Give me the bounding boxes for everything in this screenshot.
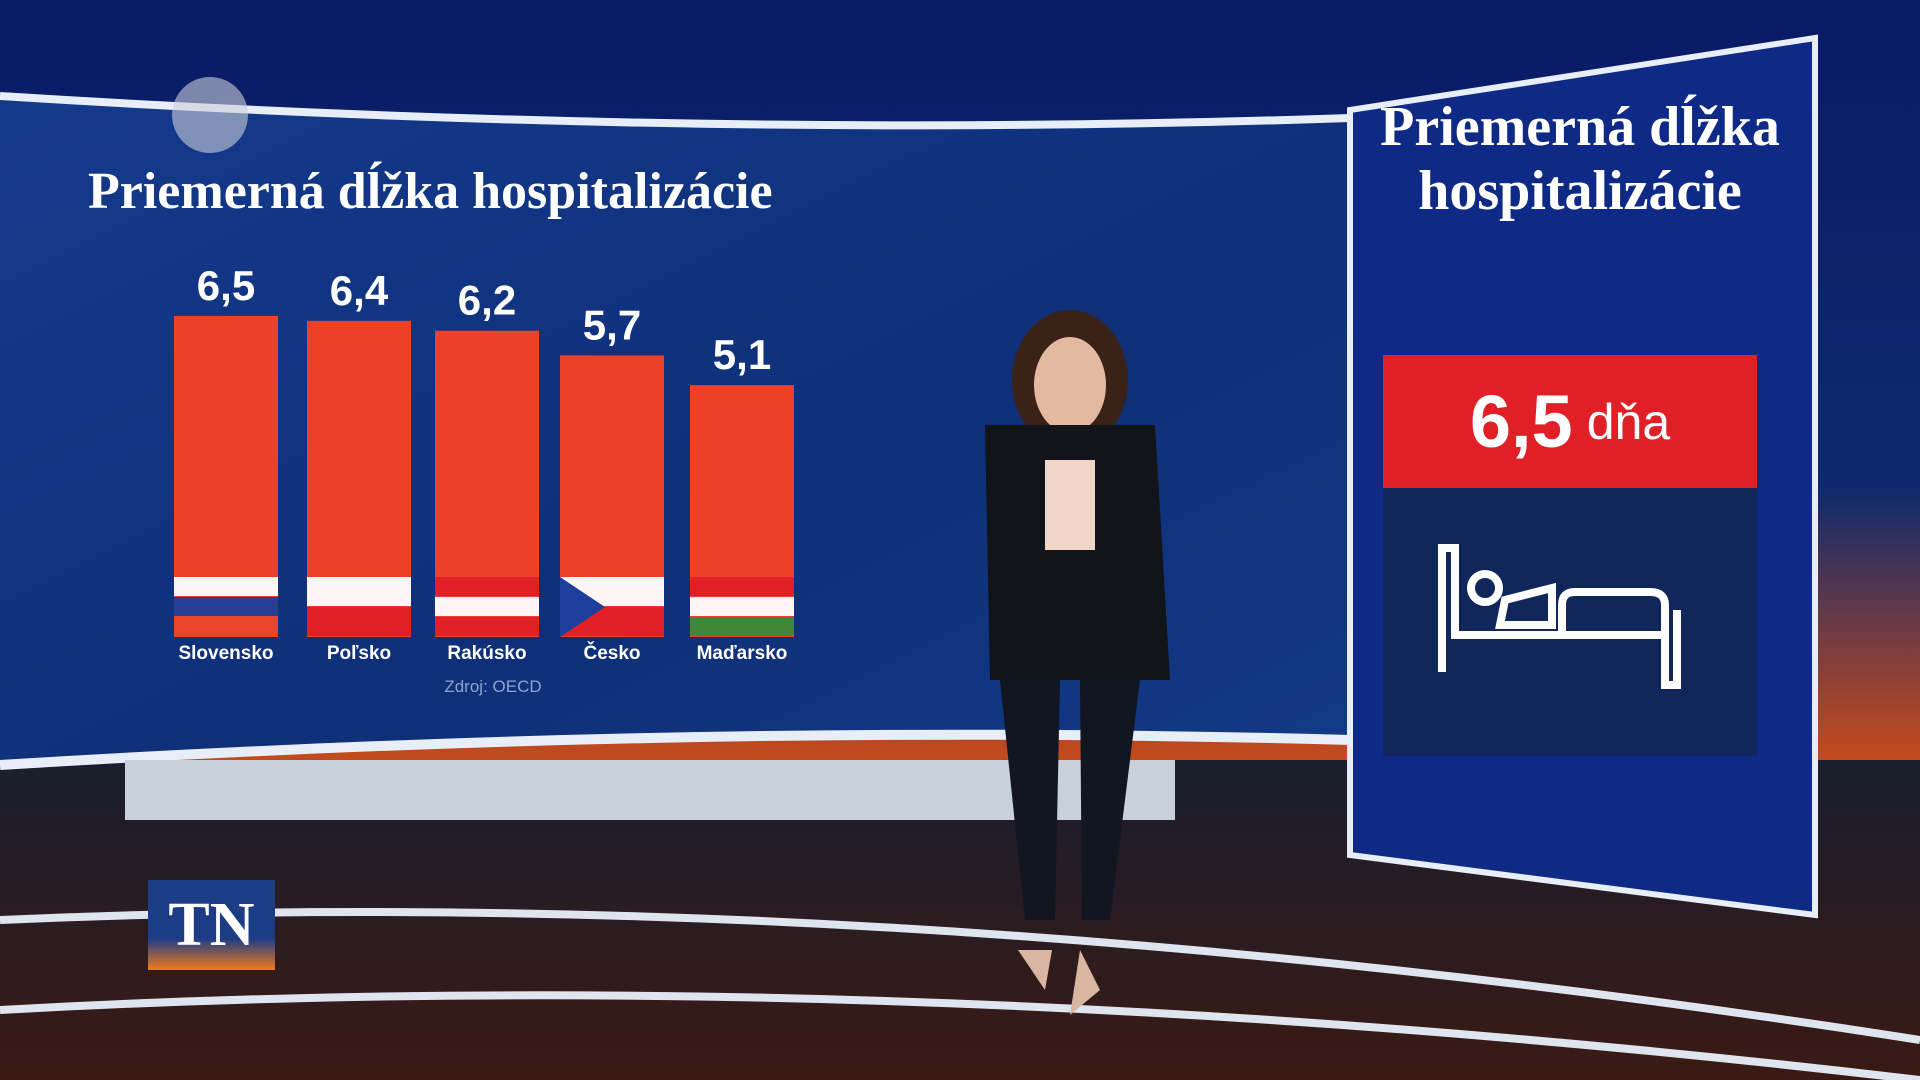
flag-triangle	[560, 577, 605, 637]
x-tick-label: Maďarsko	[697, 643, 788, 664]
x-tick-label: Slovensko	[178, 643, 273, 664]
x-tick-label: Rakúsko	[447, 643, 526, 664]
flag-stripe	[174, 577, 278, 596]
flag-stripe	[174, 617, 278, 636]
presenter	[985, 310, 1170, 1015]
wall-edge	[0, 729, 1351, 770]
flag-stripe	[307, 577, 411, 606]
flag-stripe	[690, 577, 794, 596]
x-tick-label: Poľsko	[327, 643, 391, 664]
flag-stripe	[435, 617, 539, 636]
x-tick-label: Česko	[583, 642, 640, 664]
side-value: 6,5	[1469, 380, 1573, 463]
flag-stripe	[690, 617, 794, 636]
flag-stripe	[307, 607, 411, 636]
flag-stripe	[174, 597, 278, 616]
desk-step	[125, 760, 1175, 820]
source-note: Zdroj: OECD	[444, 677, 541, 696]
value-label: 5,7	[583, 301, 641, 348]
bed-icon	[1438, 544, 1681, 689]
chart-title: Priemerná dĺžka hospitalizácie	[88, 163, 773, 220]
floor-ring	[0, 991, 1920, 1080]
flag-stripe	[690, 597, 794, 616]
side-unit: dňa	[1586, 393, 1671, 450]
value-label: 6,2	[458, 277, 516, 324]
flag-stripe	[435, 597, 539, 616]
flag-stripe	[435, 577, 539, 596]
value-label: 6,4	[330, 267, 389, 314]
logo: TN	[148, 880, 275, 970]
side-title: Priemerná dĺžka hospitalizácie	[1380, 96, 1780, 222]
watermark	[172, 77, 248, 153]
value-label: 6,5	[197, 262, 255, 309]
side-highlight: 6,5 dňa	[1383, 355, 1757, 488]
value-label: 5,1	[713, 331, 771, 378]
floor-ring	[0, 908, 1920, 1044]
